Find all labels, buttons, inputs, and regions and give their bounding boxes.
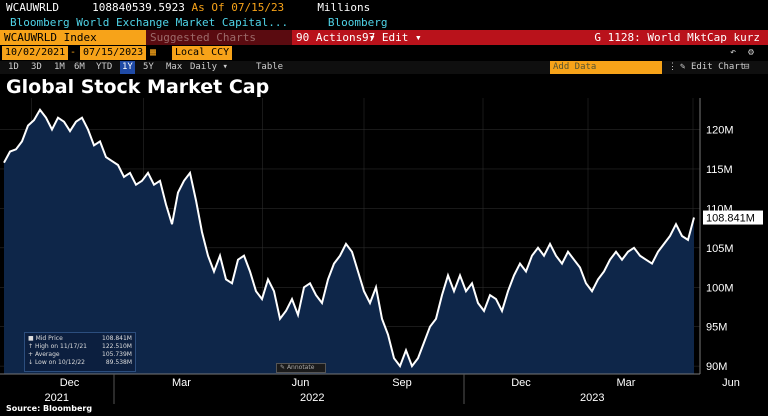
y-tick-label: 100M [706,282,734,294]
x-tick-label: Jun [292,377,310,389]
security-description: Bloomberg World Exchange Market Capital.… [10,16,289,29]
range-5y[interactable]: 5Y [143,62,154,72]
calendar-icon[interactable]: ▦ [150,47,157,58]
year-label: 2022 [300,392,324,404]
end-date-field[interactable]: 07/15/2023 [80,46,147,60]
source-note: Source: Bloomberg [6,404,93,413]
legend-row-avg: + Average 105.739M [28,351,132,359]
legend-mid-label: ■ Mid Price [28,335,63,342]
range-1y[interactable]: 1Y [120,61,135,74]
legend-mid-value: 108.841M [102,335,132,342]
start-date-field[interactable]: 10/02/2021 [2,46,69,60]
year-label: 2023 [580,392,604,404]
actions-menu[interactable]: 90 Actions ▾ [296,31,376,44]
y-tick-label: 95M [706,322,727,334]
annotate-button[interactable]: ✎ Annotate [276,363,326,373]
filter-icon[interactable]: ⊟ [744,62,750,72]
function-toolbar: WCAUWRLD Index Suggested Charts 90 Actio… [0,30,768,45]
legend-avg-label: + Average [28,351,60,358]
as-of-label: As Of [191,1,225,14]
range-1d[interactable]: 1D [8,62,19,72]
edit-chart-button[interactable]: Edit Chart [691,62,746,72]
table-button[interactable]: Table [256,62,284,72]
year-label: 2021 [45,392,69,404]
x-tick-label: Dec [511,377,531,389]
annotate-label: Annotate [286,364,315,371]
legend-avg-value: 105.739M [102,351,132,358]
range-ytd[interactable]: YTD [96,62,113,72]
y-tick-label: 120M [706,125,734,137]
chart-title: Global Stock Market Cap [6,76,270,98]
range-6m[interactable]: 6M [74,62,85,72]
date-separator: - [70,47,77,58]
legend-low-value: 89.538M [105,359,132,366]
x-tick-label: Mar [617,377,636,389]
y-tick-label: 105M [706,243,734,255]
area-fill [4,109,694,375]
back-icon[interactable]: ↶ [730,47,737,58]
more-icon[interactable]: ⋮ [668,62,677,72]
x-tick-label: Jun [722,377,740,389]
settings-icon[interactable]: ⚙ [748,47,755,58]
last-value-box [703,210,763,225]
date-range-row: 10/02/2021 - 07/15/2023 ▦ Local CCY ↶ ⚙ [0,46,768,60]
legend-row-mid: ■ Mid Price 108.841M [28,335,132,343]
x-tick-label: Dec [60,377,80,389]
edit-menu[interactable]: 97 Edit ▾ [362,31,422,44]
security-header: WCAUWRLD 108840539.5923 As Of 07/15/23 M… [0,0,768,15]
range-1m[interactable]: 1M [54,62,65,72]
y-tick-label: 115M [706,164,733,176]
pencil-icon[interactable]: ✎ [680,62,686,72]
x-tick-label: Mar [172,377,191,389]
currency-select[interactable]: Local CCY [172,46,233,60]
legend-high-label: ↑ High on 11/17/21 [28,343,87,350]
legend-row-low: ↓ Low on 10/12/22 89.538M [28,359,132,367]
last-price: 108840539.5923 [92,1,185,14]
legend-low-text: Low on 10/12/22 [34,359,85,366]
last-value-label: 108.841M [706,213,755,225]
legend-mid-text: Mid Price [35,335,63,342]
legend-avg-text: Average [34,351,60,358]
unit-label: Millions [317,1,371,14]
x-tick-label: Sep [392,377,412,389]
price-line [3,108,695,369]
chart-legend: ■ Mid Price 108.841M ↑ High on 11/17/21 … [24,332,136,372]
data-source: Bloomberg [327,16,388,29]
as-of-date: 07/15/23 [231,1,285,14]
range-3d[interactable]: 3D [31,62,42,72]
range-bar: 1D 3D 1M 6M YTD 1Y 5Y Max Daily ▾ Table … [0,61,768,74]
y-tick-label: 90M [706,361,727,373]
add-data-field[interactable]: Add Data [550,61,662,74]
security-field[interactable]: WCAUWRLD Index [0,30,146,45]
legend-high-value: 122.510M [102,343,132,350]
legend-row-high: ↑ High on 11/17/21 122.510M [28,343,132,351]
security-description-row: Bloomberg World Exchange Market Capital.… [0,15,768,30]
ticker-symbol: WCAUWRLD [6,1,59,14]
legend-low-label: ↓ Low on 10/12/22 [28,359,85,366]
frequency-select[interactable]: Daily ▾ [190,62,228,72]
range-max[interactable]: Max [166,62,183,72]
suggested-charts-button[interactable]: Suggested Charts [146,30,292,45]
legend-high-text: High on 11/17/21 [34,343,87,350]
function-code: G 1128: World MktCap kurz [594,31,760,44]
